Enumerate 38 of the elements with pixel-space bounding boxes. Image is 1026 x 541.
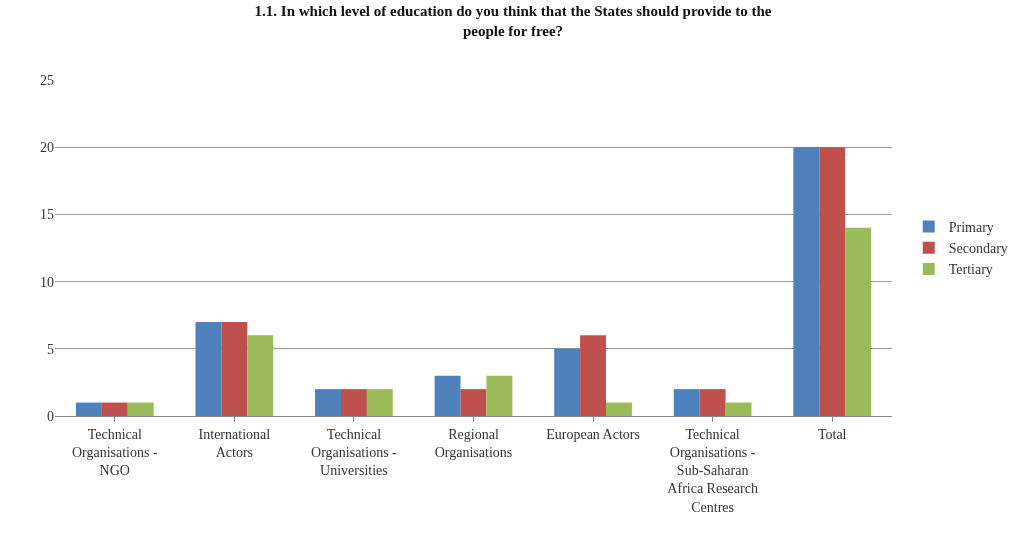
y-tick-label: 20 [40,140,54,156]
y-tick-label: 10 [40,274,54,290]
bar [580,335,607,416]
bar [315,389,341,416]
bar [340,389,367,416]
y-tick-label: 25 [40,72,54,88]
bar [366,389,393,416]
x-tick-label: Technical Organisations - Universities [311,426,398,479]
bar [486,375,513,416]
bar [101,402,128,416]
bar [673,389,700,416]
x-tick-label: Technical Organisations - Sub-Saharan Africa Research Centres [667,426,758,515]
legend-label: Primary [948,220,994,236]
legend-label: Secondary [948,241,1008,257]
x-tick-label: European Actors [546,426,640,442]
bar [247,335,274,416]
bar [127,402,154,416]
bar [793,147,820,416]
x-tick-label: Technical Organisations - NGO [71,426,158,479]
chart-title: 1.1. In which level of education do you think that the States should provide to the people for free? [254,3,772,39]
bar [725,402,752,416]
bar [554,348,581,416]
bar [845,227,872,416]
bar [699,389,726,416]
y-tick-label: 0 [47,408,54,424]
legend-label: Tertiary [948,262,993,278]
x-tick-label: Regional Organisations [434,426,513,460]
bar [819,147,846,416]
y-tick-label: 5 [47,341,54,357]
y-tick-label: 15 [40,207,54,223]
bar [195,321,222,416]
bar [434,375,461,416]
x-tick-label: International Actors [198,426,271,460]
x-tick-label: Total [817,426,847,442]
bar [221,321,248,416]
bar [606,402,632,416]
bar [460,389,487,416]
bar [75,402,102,416]
